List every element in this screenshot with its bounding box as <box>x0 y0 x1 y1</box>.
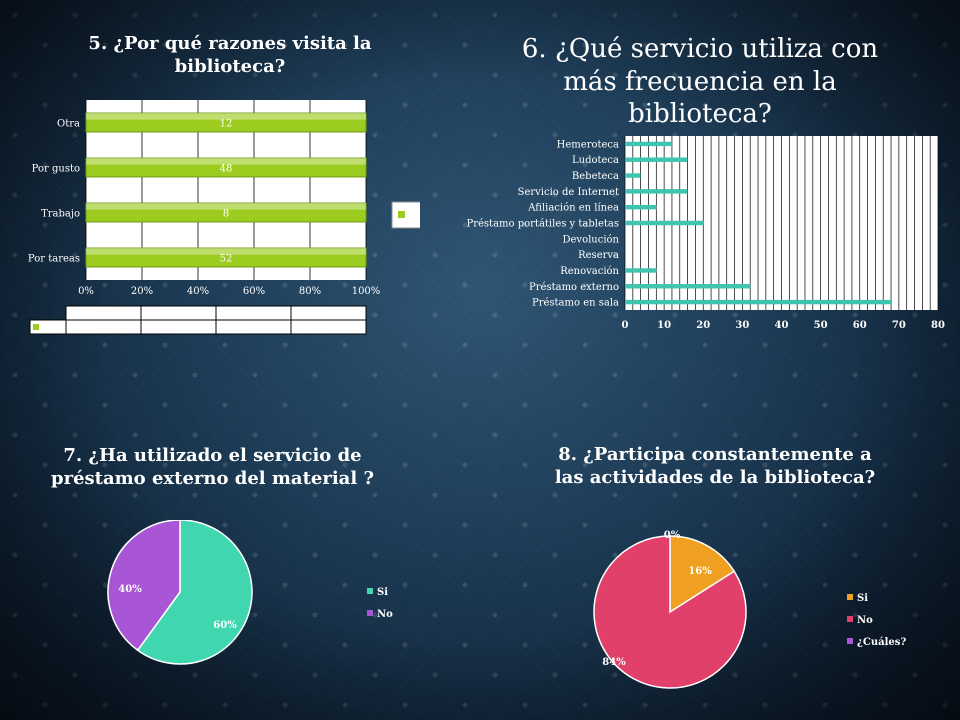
q5-bar-highlight <box>86 158 366 165</box>
q5-x-tick-label: 0% <box>78 286 94 297</box>
q8-chart: 16% 84% 0% Si No ¿Cuáles? <box>593 530 906 689</box>
q6-x-tick-label: 10 <box>657 320 671 331</box>
q7-legend-label: Si <box>377 587 388 598</box>
q6-x-tick-label: 0 <box>622 320 629 331</box>
q5-table-header-cell: Otra <box>318 310 339 320</box>
q7-legend-swatch <box>367 588 373 594</box>
q5-legend-swatch <box>398 211 405 218</box>
q8-legend-swatch <box>847 638 853 644</box>
q6-category-label: Hemeroteca <box>557 139 619 150</box>
q5-x-tick-label: 40% <box>187 286 209 297</box>
q5-category-label: Por tareas <box>28 254 80 265</box>
q8-value-label: 84% <box>602 657 626 668</box>
q6-bar-servicio-de-internet <box>625 189 688 194</box>
q6-x-tick-label: 70 <box>892 320 906 331</box>
q6-bar-prestamo-externo <box>625 284 751 289</box>
q5-data-label: 48 <box>220 164 233 175</box>
q7-value-label: 60% <box>213 620 237 631</box>
q5-table-row <box>29 319 367 335</box>
q5-bar-highlight <box>86 248 366 255</box>
q6-x-tick-label: 40 <box>775 320 789 331</box>
q8-legend-label: No <box>857 615 873 626</box>
q6-category-label: Bebeteca <box>572 171 619 182</box>
q6-category-label: Ludoteca <box>572 155 619 166</box>
q5-table-value-cell: 48 <box>248 324 260 334</box>
q6-category-label: Servicio de Internet <box>518 187 619 198</box>
q6-category-label: Préstamo portátiles y tabletas <box>467 219 620 230</box>
q5-table-value-cell: 52 <box>98 324 109 334</box>
q8-legend-label: ¿Cuáles? <box>857 637 906 648</box>
q8-legend-swatch <box>847 594 853 600</box>
q8-legend-swatch <box>847 616 853 622</box>
q5-category-label: Por gusto <box>32 164 80 175</box>
q6-bar-prestamo-en-sala <box>625 299 892 305</box>
q5-data-label: 52 <box>220 254 233 265</box>
q6-category-label: Devolución <box>562 234 619 245</box>
q5-table-value-cell: 8 <box>176 324 182 334</box>
q5-table-header-cell: Trabajo <box>161 310 196 320</box>
q6-chart: Préstamo en sala Préstamo externo Renovaci… <box>467 136 945 331</box>
q6-title: 6. ¿Qué servicio utiliza con más frecuen… <box>521 34 879 129</box>
q8-value-label: 16% <box>688 566 712 577</box>
q7-legend-swatch <box>367 610 373 616</box>
q5-table-series-label: Ряд1 <box>41 324 64 334</box>
q5-table-value-cell: 12 <box>323 324 334 334</box>
q7-value-label: 40% <box>118 584 142 595</box>
q6-x-tick-label: 80 <box>931 320 945 331</box>
q7-title: 7. ¿Ha utilizado el servicio de préstamo… <box>51 445 374 490</box>
q5-data-label: 8 <box>223 209 229 220</box>
q7-chart: 60% 40% Si No <box>107 520 393 665</box>
q7-pie-outline <box>107 520 253 665</box>
q5-x-tick-label: 80% <box>299 286 321 297</box>
q5-bar-trabajo <box>85 202 367 223</box>
q6-x-tick-label: 30 <box>735 320 749 331</box>
q5-chart: 52 8 48 12 0% 20% 40% 60% 80% 100% Por tareas Tra… <box>28 100 420 335</box>
q5-category-label: Otra <box>57 119 80 130</box>
q5-x-tick-label: 20% <box>131 286 153 297</box>
q5-bar-highlight <box>86 203 366 210</box>
q8-title: 8. ¿Participa constantemente a las activ… <box>554 444 876 489</box>
q6-bar-renovacion <box>625 268 657 273</box>
q6-category-label: Reserva <box>578 250 619 261</box>
q6-x-tick-label: 50 <box>814 320 828 331</box>
q5-legend-box <box>391 201 420 229</box>
q6-x-tick-label: 20 <box>696 320 710 331</box>
q5-table-header-cell: Por tareas <box>80 310 127 320</box>
q5-bar-por-tareas <box>85 247 367 268</box>
q6-x-tick-label: 60 <box>853 320 867 331</box>
q6-bar-afiliacion-en-linea <box>625 204 657 210</box>
q8-pie-outline <box>593 535 747 689</box>
q6-bar-ludoteca <box>625 157 688 162</box>
q5-table-header-cell: Por gusto <box>232 310 275 320</box>
q5-bar-por-gusto <box>85 157 367 178</box>
q5-bar-otra <box>85 112 367 133</box>
q5-x-tick-label: 100% <box>352 286 381 297</box>
q8-legend-label: Si <box>857 593 868 604</box>
q6-bar-bebeteca <box>625 173 641 178</box>
q5-title: 5. ¿Por qué razones visita la biblioteca… <box>88 33 372 78</box>
q6-category-label: Préstamo externo <box>529 282 619 293</box>
q5-category-label: Trabajo <box>41 209 80 220</box>
q8-value-label: 0% <box>664 530 681 541</box>
q7-legend-label: No <box>377 609 393 620</box>
q6-category-label: Renovación <box>560 266 619 277</box>
q6-bar-prestamo-portatiles-y-tabletas <box>625 220 704 226</box>
q5-x-tick-label: 60% <box>243 286 265 297</box>
q5-data-label: 12 <box>220 119 233 130</box>
q6-bar-hemeroteca <box>625 141 672 147</box>
q5-bar-highlight <box>86 113 366 120</box>
q6-category-label: Afiliación en línea <box>527 203 619 214</box>
q5-table-swatch <box>33 324 39 330</box>
q6-category-label: Préstamo en sala <box>532 298 619 309</box>
q5-legend-label: Ряд1 <box>408 211 420 221</box>
